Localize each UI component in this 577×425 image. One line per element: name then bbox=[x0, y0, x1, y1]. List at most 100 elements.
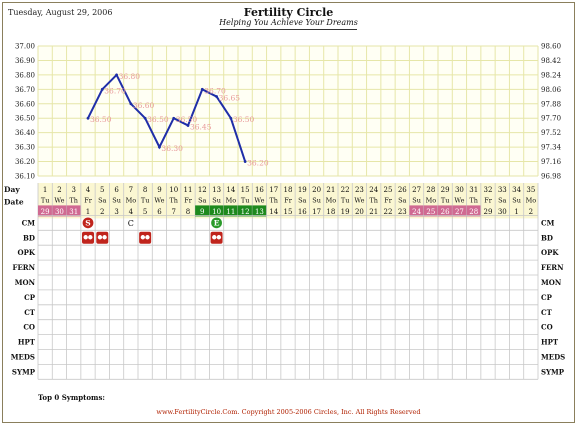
date-cell-bg bbox=[195, 205, 210, 217]
temperature-label: 36.50 bbox=[147, 115, 169, 124]
weekday: Fr bbox=[384, 197, 393, 205]
weekday: Sa bbox=[98, 197, 106, 205]
weekday: Su bbox=[512, 197, 521, 205]
temperature-point bbox=[172, 116, 176, 120]
date-number: 12 bbox=[241, 208, 250, 216]
date-number: 19 bbox=[341, 208, 350, 216]
row-label-right: CT bbox=[541, 308, 553, 317]
weekday: We bbox=[354, 197, 364, 205]
temperature-label: 36.70 bbox=[204, 86, 226, 95]
date-number: 23 bbox=[398, 208, 407, 216]
row-label-right: MON bbox=[541, 278, 562, 287]
day-number: 28 bbox=[426, 186, 435, 194]
weekday: Tu bbox=[41, 197, 50, 205]
day-number: 5 bbox=[100, 186, 104, 194]
day-number: 19 bbox=[298, 186, 307, 194]
y-tick-left: 36.90 bbox=[15, 57, 35, 65]
temperature-label: 36.45 bbox=[190, 122, 212, 131]
weekday: Fr bbox=[84, 197, 93, 205]
temperature-point bbox=[215, 95, 218, 98]
date-cell-bg bbox=[52, 205, 67, 217]
day-number: 7 bbox=[129, 186, 133, 194]
bd-heart-icon-dot bbox=[212, 235, 217, 240]
row-label-right: SYMP bbox=[541, 367, 565, 376]
weekday: Th bbox=[469, 197, 478, 205]
day-number: 32 bbox=[484, 186, 493, 194]
y-tick-left: 37.00 bbox=[15, 43, 35, 51]
day-number: 24 bbox=[369, 186, 378, 194]
y-tick-left: 36.80 bbox=[15, 71, 35, 79]
bd-heart-icon-dot bbox=[216, 235, 222, 240]
date-number: 29 bbox=[484, 208, 493, 216]
weekday: Tu bbox=[341, 197, 350, 205]
bd-heart-icon bbox=[96, 231, 109, 244]
temperature-point bbox=[158, 145, 161, 149]
cm-mark-letter: S bbox=[85, 219, 90, 228]
date-number: 10 bbox=[212, 208, 221, 216]
date-cell-bg bbox=[409, 205, 424, 217]
temperature-label: 36.20 bbox=[247, 159, 269, 168]
date-number: 2 bbox=[100, 208, 104, 216]
date-cell-bg bbox=[438, 205, 453, 217]
row-label-left: HPT bbox=[18, 338, 36, 347]
row-label-left: CT bbox=[24, 308, 36, 317]
temperature-point bbox=[86, 116, 90, 120]
weekday: We bbox=[254, 197, 264, 205]
y-tick-left: 36.10 bbox=[15, 173, 35, 181]
bd-heart-icon-dot bbox=[145, 235, 150, 240]
temperature-line bbox=[87, 73, 247, 162]
date-number: 9 bbox=[200, 208, 204, 216]
temperature-label: 36.80 bbox=[119, 72, 141, 81]
row-label-right: FERN bbox=[541, 263, 564, 272]
row-label-left: FERN bbox=[12, 263, 35, 272]
date-cell-bg bbox=[466, 205, 481, 217]
temperature-point bbox=[186, 124, 190, 127]
bd-heart-icon-dot bbox=[88, 235, 93, 240]
row-label-left: MEDS bbox=[11, 352, 35, 361]
y-tick-right: 98.60 bbox=[541, 43, 561, 51]
date-number: 1 bbox=[86, 208, 90, 216]
temperature-label: 36.70 bbox=[104, 86, 126, 95]
weekday: Mo bbox=[126, 197, 137, 205]
date-number: 27 bbox=[455, 208, 464, 216]
y-tick-left: 36.30 bbox=[15, 144, 35, 152]
date-number: 30 bbox=[55, 208, 64, 216]
date-cell-bg bbox=[238, 205, 253, 217]
row-label-right: CM bbox=[541, 218, 555, 227]
day-number: 21 bbox=[326, 186, 335, 194]
weekday: Su bbox=[112, 197, 121, 205]
date-number: 17 bbox=[312, 208, 321, 216]
weekday: Tu bbox=[241, 197, 250, 205]
weekday: We bbox=[154, 197, 164, 205]
date-number: 21 bbox=[369, 208, 378, 216]
date-number: 15 bbox=[284, 208, 293, 216]
page-title: Fertility Circle bbox=[243, 6, 334, 19]
date-number: 26 bbox=[441, 208, 450, 216]
temperature-label: 36.65 bbox=[219, 94, 241, 103]
temperature-point bbox=[200, 87, 204, 91]
y-tick-right: 96.98 bbox=[541, 173, 561, 181]
date-cell-bg bbox=[452, 205, 467, 217]
date-number: 7 bbox=[171, 208, 175, 216]
temperature-point bbox=[115, 73, 118, 77]
top-symptoms-label: Top 0 Symptoms: bbox=[38, 393, 105, 402]
day-number: 16 bbox=[255, 186, 264, 194]
day-number: 22 bbox=[341, 186, 350, 194]
date-cell-bg bbox=[223, 205, 238, 217]
row-label-right: CO bbox=[541, 323, 553, 332]
weekday: Sa bbox=[398, 197, 406, 205]
bd-heart-icon bbox=[139, 231, 152, 244]
title-divider bbox=[220, 29, 357, 30]
day-number: 29 bbox=[441, 186, 450, 194]
weekday: We bbox=[54, 197, 64, 205]
day-number: 12 bbox=[198, 186, 207, 194]
date-number: 30 bbox=[498, 208, 507, 216]
weekday: Th bbox=[69, 197, 78, 205]
weekday: Mo bbox=[526, 197, 537, 205]
plot-area bbox=[38, 46, 538, 176]
date-number: 22 bbox=[384, 208, 393, 216]
day-number: 26 bbox=[398, 186, 407, 194]
day-number: 31 bbox=[469, 186, 478, 194]
y-tick-left: 36.40 bbox=[15, 129, 35, 137]
